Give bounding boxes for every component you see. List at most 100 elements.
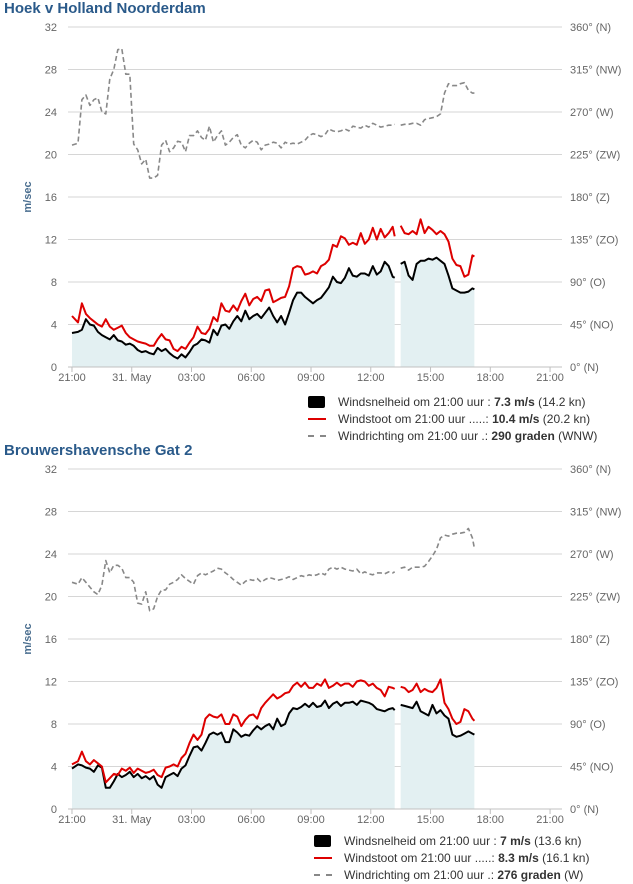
y-tick-label: 12 bbox=[45, 235, 57, 247]
chart-panel-brouwershavensche: Brouwershavensche Gat 2 0 0° (N) 4 45° (NO)… bbox=[0, 442, 633, 884]
legend-line-key bbox=[308, 418, 326, 420]
right-axis-tick-label: 225° (ZW) bbox=[570, 150, 620, 162]
area-fill bbox=[400, 257, 475, 367]
x-tick-label: 15:00 bbox=[417, 372, 445, 384]
legend-label: Windstoot om 21:00 uur .....: bbox=[344, 851, 499, 865]
right-axis-tick-label: 180° (Z) bbox=[570, 192, 610, 204]
right-axis-tick-label: 0° (N) bbox=[570, 362, 599, 374]
y-tick-label: 28 bbox=[45, 507, 57, 519]
x-tick-label: 09:00 bbox=[297, 814, 325, 826]
y-tick-label: 8 bbox=[51, 719, 57, 731]
series-line-windsnelheid bbox=[71, 699, 396, 789]
x-tick-label: 21:00 bbox=[58, 814, 86, 826]
legend-swatch bbox=[314, 835, 331, 847]
chart-legend: Windsnelheid om 21:00 uur : 7 m/s (13.6 … bbox=[314, 833, 633, 882]
chart-title: Brouwershavensche Gat 2 bbox=[4, 442, 193, 459]
area-fill bbox=[400, 701, 475, 809]
right-axis-tick-label: 315° (NW) bbox=[570, 507, 621, 519]
series-line-windstoot bbox=[71, 678, 396, 784]
y-axis-label: m/sec bbox=[22, 623, 34, 654]
legend-label: Windsnelheid om 21:00 uur : bbox=[344, 834, 501, 848]
right-axis-tick-label: 90° (O) bbox=[570, 277, 606, 289]
y-tick-label: 24 bbox=[45, 107, 57, 119]
legend-extra: (W) bbox=[564, 868, 584, 882]
x-tick-label: 18:00 bbox=[477, 372, 505, 384]
y-tick-label: 24 bbox=[45, 549, 57, 561]
right-axis-tick-label: 180° (Z) bbox=[570, 634, 610, 646]
legend-value: 7 m/s bbox=[500, 834, 535, 848]
y-tick-label: 0 bbox=[51, 804, 57, 816]
x-tick-label: 18:00 bbox=[477, 814, 505, 826]
legend-label: Windrichting om 21:00 uur .: bbox=[338, 429, 492, 443]
legend-value: 276 graden bbox=[497, 868, 565, 882]
legend-extra: (14.2 kn) bbox=[538, 395, 586, 409]
y-tick-label: 20 bbox=[45, 150, 57, 162]
right-axis-tick-label: 45° (NO) bbox=[570, 320, 614, 332]
legend-line-key bbox=[308, 435, 326, 437]
legend-extra: (WNW) bbox=[558, 429, 598, 443]
y-tick-label: 32 bbox=[45, 22, 57, 34]
series-line-windsnelheid bbox=[400, 700, 475, 738]
series-line-windsnelheid bbox=[71, 260, 396, 360]
x-tick-label: 09:00 bbox=[297, 372, 325, 384]
series-line-windrichting bbox=[400, 81, 475, 126]
legend-swatch bbox=[308, 396, 325, 408]
x-tick-label: 06:00 bbox=[237, 372, 265, 384]
right-axis-tick-label: 0° (N) bbox=[570, 804, 599, 816]
series-line-windsnelheid bbox=[400, 256, 475, 294]
x-tick-label: 12:00 bbox=[357, 372, 385, 384]
y-tick-label: 32 bbox=[45, 464, 57, 476]
x-tick-label: 21:00 bbox=[536, 372, 564, 384]
right-axis-tick-label: 360° (N) bbox=[570, 22, 611, 34]
wind-chart: 0 0° (N) 4 45° (NO) 8 90° (O) 12 135° (ZO) 16 180… bbox=[22, 22, 621, 384]
y-tick-label: 16 bbox=[45, 634, 57, 646]
y-tick-label: 4 bbox=[51, 320, 57, 332]
y-tick-label: 0 bbox=[51, 362, 57, 374]
y-tick-label: 20 bbox=[45, 592, 57, 604]
y-axis-label: m/sec bbox=[22, 181, 34, 212]
right-axis-tick-label: 225° (ZW) bbox=[570, 592, 620, 604]
y-tick-label: 8 bbox=[51, 277, 57, 289]
y-tick-label: 28 bbox=[45, 65, 57, 77]
right-axis-tick-label: 135° (ZO) bbox=[570, 235, 618, 247]
series-line-windstoot bbox=[400, 678, 476, 725]
chart-title: Hoek v Holland Noorderdam bbox=[4, 0, 206, 17]
right-axis-tick-label: 45° (NO) bbox=[570, 762, 614, 774]
legend-line-key bbox=[314, 857, 332, 859]
legend-value: 10.4 m/s bbox=[492, 412, 543, 426]
x-tick-label: 31. May bbox=[112, 814, 152, 826]
y-tick-label: 16 bbox=[45, 192, 57, 204]
legend-extra: (13.6 kn) bbox=[534, 834, 582, 848]
x-tick-label: 03:00 bbox=[178, 814, 206, 826]
x-tick-label: 03:00 bbox=[178, 372, 206, 384]
legend-extra: (16.1 kn) bbox=[542, 851, 590, 865]
series-line-windrichting bbox=[71, 559, 396, 612]
wind-chart: 0 0° (N) 4 45° (NO) 8 90° (O) 12 135° (ZO) 16 180… bbox=[22, 464, 621, 826]
right-axis-tick-label: 90° (O) bbox=[570, 719, 606, 731]
right-axis-tick-label: 270° (W) bbox=[570, 107, 614, 119]
y-tick-label: 4 bbox=[51, 762, 57, 774]
area-fill bbox=[71, 700, 395, 809]
legend-value: 7.3 m/s bbox=[494, 395, 539, 409]
x-tick-label: 15:00 bbox=[417, 814, 445, 826]
right-axis-tick-label: 135° (ZO) bbox=[570, 677, 618, 689]
legend-label: Windrichting om 21:00 uur .: bbox=[344, 868, 498, 882]
x-tick-label: 12:00 bbox=[357, 814, 385, 826]
series-line-windrichting bbox=[71, 47, 396, 179]
x-tick-label: 31. May bbox=[112, 372, 152, 384]
chart-legend: Windsnelheid om 21:00 uur : 7.3 m/s (14.… bbox=[308, 394, 633, 443]
right-axis-tick-label: 270° (W) bbox=[570, 549, 614, 561]
right-axis-tick-label: 360° (N) bbox=[570, 464, 611, 476]
legend-value: 8.3 m/s bbox=[498, 851, 543, 865]
series-line-windstoot bbox=[399, 218, 475, 278]
series-line-windrichting bbox=[400, 527, 476, 571]
right-axis-tick-label: 315° (NW) bbox=[570, 65, 621, 77]
legend-label: Windstoot om 21:00 uur .....: bbox=[338, 412, 493, 426]
x-tick-label: 21:00 bbox=[58, 372, 86, 384]
series-line-windstoot bbox=[71, 225, 396, 353]
x-tick-label: 06:00 bbox=[237, 814, 265, 826]
area-fill bbox=[71, 261, 395, 367]
legend-label: Windsnelheid om 21:00 uur : bbox=[338, 395, 495, 409]
chart-panel-hoek: Hoek v Holland Noorderdam 0 0° (N) 4 45° (N… bbox=[4, 0, 633, 443]
x-tick-label: 21:00 bbox=[536, 814, 564, 826]
